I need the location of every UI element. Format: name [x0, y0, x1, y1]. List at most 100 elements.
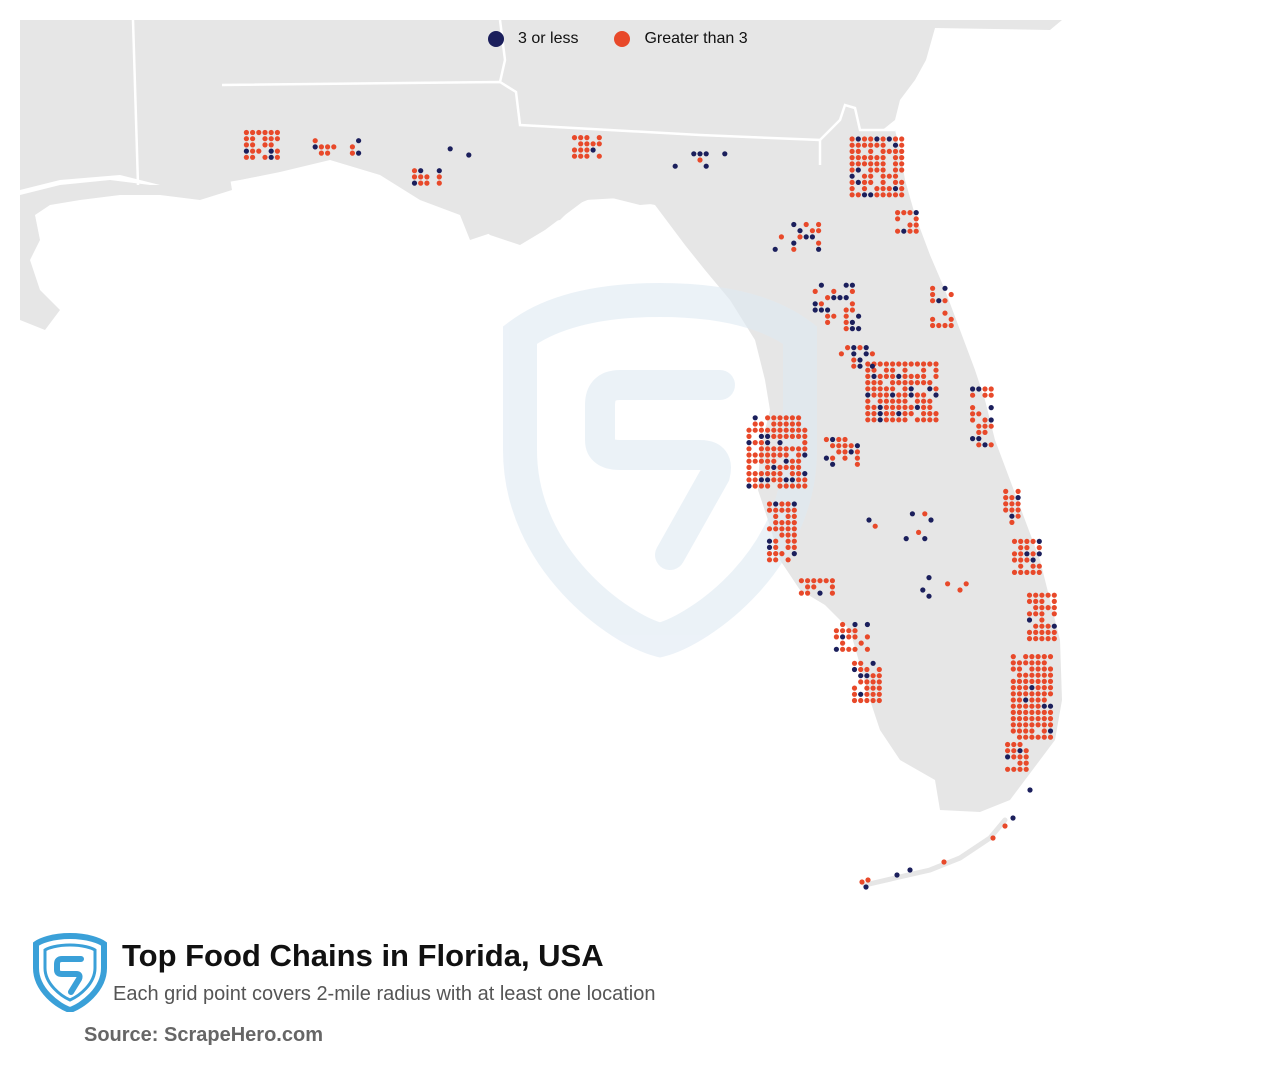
grid-point: [758, 477, 765, 483]
grid-point: [890, 417, 896, 423]
grid-point: [970, 405, 976, 411]
grid-point: [785, 513, 791, 520]
grid-point: [758, 458, 765, 464]
grid-point: [1018, 563, 1024, 569]
grid-point: [869, 351, 876, 357]
grid-point: [907, 867, 913, 873]
grid-point: [1016, 685, 1023, 691]
grid-point: [942, 285, 948, 291]
grid-point: [418, 174, 424, 180]
grid-point: [825, 313, 831, 319]
grid-point: [864, 691, 870, 697]
grid-point: [571, 135, 578, 141]
grid-point: [783, 415, 789, 421]
grid-point: [836, 443, 842, 449]
grid-point: [1023, 754, 1029, 760]
grid-point: [752, 421, 758, 427]
grid-point: [262, 129, 268, 136]
grid-point: [1005, 754, 1011, 760]
grid-point: [892, 155, 899, 161]
grid-point: [871, 417, 877, 423]
grid-point: [921, 411, 927, 417]
grid-point: [1023, 728, 1029, 734]
grid-point: [765, 440, 771, 446]
grid-point: [899, 142, 905, 148]
grid-point: [697, 151, 703, 157]
grid-point: [773, 526, 779, 532]
grid-point: [877, 398, 883, 404]
grid-point: [982, 429, 988, 435]
grid-point: [941, 859, 947, 865]
grid-point: [856, 326, 862, 332]
grid-point: [896, 373, 902, 379]
grid-point: [243, 136, 249, 142]
grid-point: [1010, 678, 1016, 685]
grid-point: [851, 660, 858, 666]
grid-point: [783, 421, 789, 427]
grid-point: [777, 427, 783, 433]
grid-point: [899, 192, 905, 198]
grid-point: [976, 442, 982, 448]
grid-point: [1009, 513, 1015, 519]
grid-point: [818, 282, 825, 288]
grid-point: [262, 154, 268, 160]
grid-point: [752, 452, 758, 458]
grid-point: [771, 446, 777, 452]
grid-point: [1026, 629, 1033, 636]
grid-point: [914, 398, 921, 404]
grid-point: [783, 427, 789, 433]
grid-point: [243, 142, 249, 148]
grid-point: [890, 398, 896, 404]
grid-point: [861, 179, 868, 185]
grid-point: [1023, 654, 1029, 660]
grid-point: [250, 129, 256, 136]
grid-point: [861, 155, 868, 161]
grid-point: [874, 186, 880, 192]
grid-point: [771, 421, 777, 427]
grid-point: [886, 148, 892, 154]
grid-point: [805, 584, 811, 590]
grid-point: [783, 446, 789, 452]
page-title: Top Food Chains in Florida, USA: [122, 938, 604, 973]
grid-point: [243, 129, 249, 136]
grid-point: [855, 179, 861, 185]
grid-point: [571, 153, 578, 159]
grid-point: [908, 392, 914, 398]
grid-point: [1024, 569, 1030, 576]
grid-point: [908, 386, 914, 392]
grid-point: [758, 427, 765, 433]
grid-point: [890, 380, 896, 386]
grid-point: [818, 307, 825, 313]
grid-point: [1003, 488, 1009, 494]
grid-point: [914, 392, 921, 398]
grid-point: [1033, 623, 1039, 629]
grid-point: [930, 316, 936, 322]
grid-point: [896, 411, 902, 417]
grid-point: [922, 511, 928, 517]
grid-point: [877, 373, 883, 379]
grid-point: [424, 174, 430, 180]
grid-point: [948, 291, 954, 298]
grid-point: [1016, 678, 1023, 685]
grid-point: [982, 392, 988, 398]
grid-point: [927, 380, 933, 386]
grid-point: [1035, 654, 1041, 660]
grid-point: [1011, 748, 1017, 754]
grid-point: [789, 471, 796, 477]
grid-point: [1029, 709, 1035, 716]
grid-point: [858, 666, 864, 673]
grid-point: [830, 443, 836, 449]
grid-point: [268, 154, 274, 160]
grid-point: [325, 144, 331, 150]
grid-point: [880, 186, 886, 192]
grid-point: [1023, 716, 1029, 722]
legend-item-low: 3 or less: [488, 30, 578, 48]
grid-point: [1029, 728, 1035, 734]
grid-point: [865, 404, 871, 410]
grid-point: [1029, 697, 1035, 703]
grid-point: [777, 471, 783, 477]
grid-point: [596, 135, 602, 141]
grid-point: [349, 150, 355, 156]
grid-point: [936, 322, 942, 329]
grid-point: [870, 697, 876, 704]
